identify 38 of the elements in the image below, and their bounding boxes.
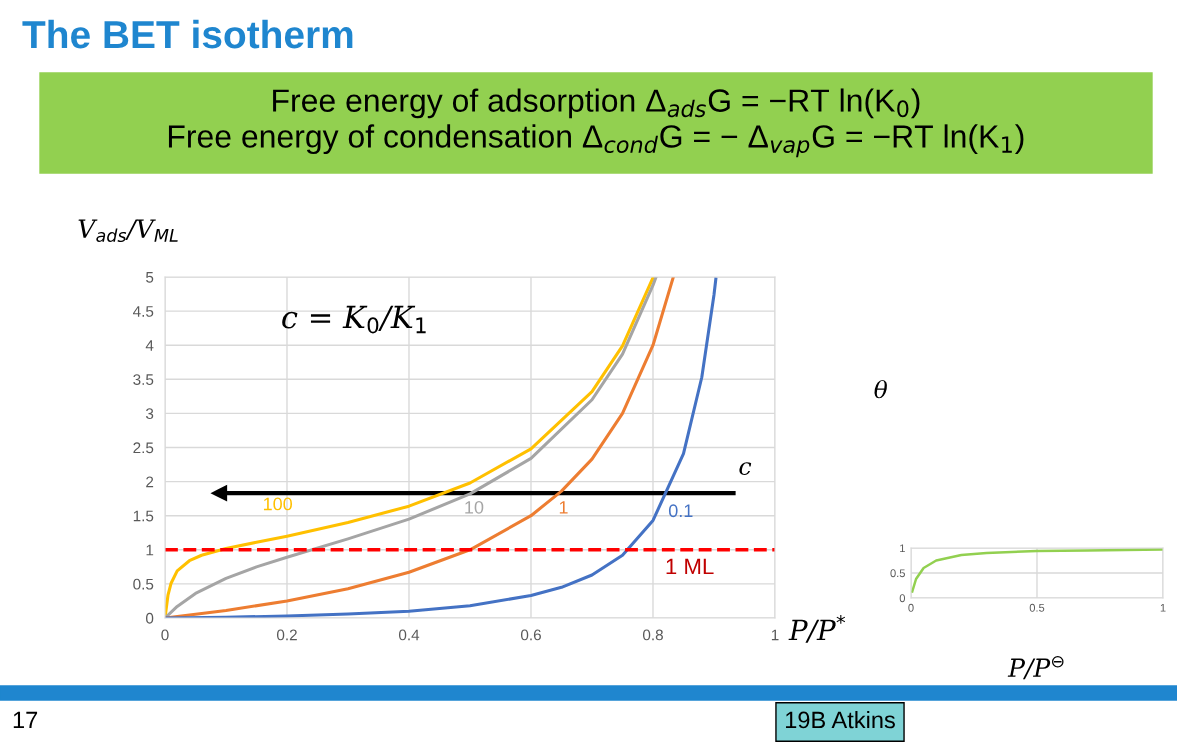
text: 17: [13, 711, 38, 729]
y-tick-label: 5: [146, 272, 154, 283]
x-tick-label: 0.6: [520, 629, 541, 641]
x-axis-title: P/P$^{*}$: [788, 615, 846, 643]
series-label: 10: [465, 500, 484, 514]
x-tick-label: 0.8: [642, 629, 663, 641]
x-tick-label: 0.5: [1029, 603, 1045, 612]
y-axis-title: θ: [874, 379, 888, 399]
x-tick-label: 1: [771, 629, 779, 641]
y-tick-label: 1.5: [133, 510, 154, 522]
series-label: 0.1: [668, 504, 693, 518]
series-label: 100: [263, 497, 293, 511]
x-tick-label: 0.4: [398, 629, 420, 641]
y-tick-label: 3: [145, 408, 154, 420]
y-tick-label: 2.5: [133, 442, 154, 454]
ref-line-label: 1 ML: [666, 558, 714, 575]
annotation: c: [739, 462, 752, 476]
y-tick-label: 0.5: [890, 569, 905, 578]
annotation: c = K$_{0}$/K$_{1}$: [282, 305, 426, 334]
y-tick-label: 0: [899, 594, 906, 603]
y-tick-label: 2: [146, 476, 154, 488]
x-axis-title: P/P$^{⊖}$: [1007, 656, 1064, 680]
y-axis-title: V$_{ads}$/V$_{ML}$: [78, 219, 178, 243]
text: 19B Atkins: [786, 710, 895, 729]
y-tick-label: 4: [145, 340, 154, 351]
series-label: 1: [559, 501, 568, 514]
y-tick-label: 1: [900, 544, 905, 553]
x-tick-label: 0: [908, 603, 914, 612]
x-tick-label: 0: [161, 629, 169, 641]
y-tick-label: 1: [146, 544, 154, 556]
x-tick-label: 1: [1160, 603, 1166, 612]
text: Free energy of adsorption Δ$_{ads}$G = −RT ln(K$_{0}$) Free energy of condensation Δ$_{cond}$G = − Δ$_{vap}$G = −RT ln(K$_{1}$): [168, 88, 1024, 158]
x-tick-label: 0.2: [276, 629, 297, 641]
y-tick-label: 0: [145, 612, 154, 624]
y-tick-label: 0.5: [133, 578, 154, 590]
y-tick-label: 4.5: [133, 306, 154, 317]
y-tick-label: 3.5: [133, 374, 154, 385]
chart-title: The BET isotherm: [22, 19, 353, 49]
